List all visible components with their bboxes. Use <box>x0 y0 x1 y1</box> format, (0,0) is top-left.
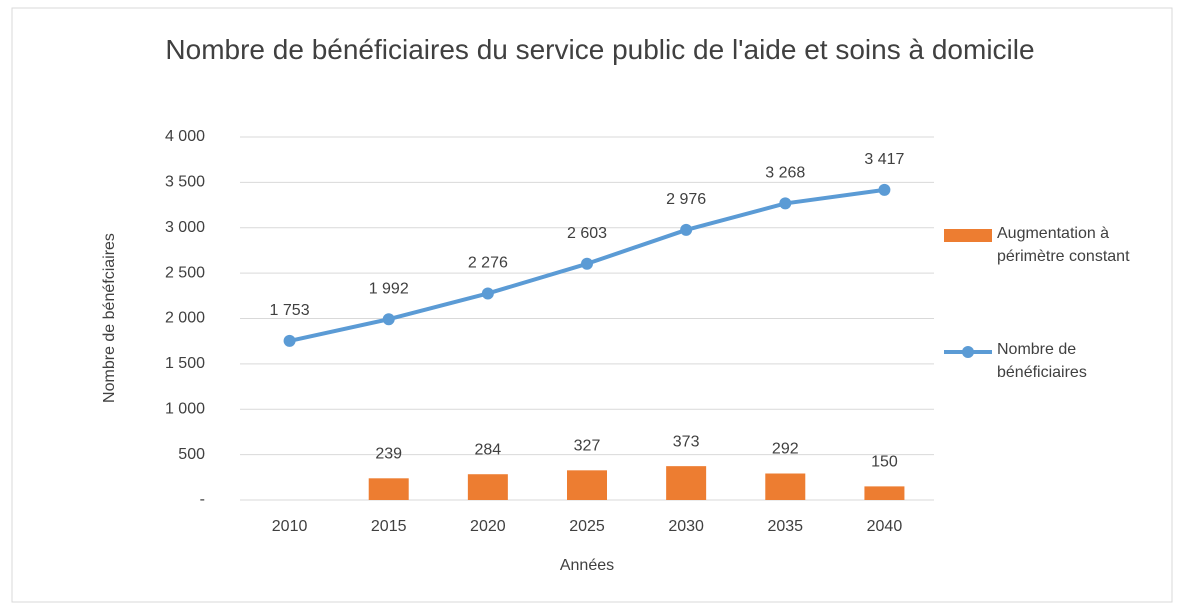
legend-swatch <box>962 346 974 358</box>
bar-label: 284 <box>475 441 502 458</box>
x-axis-label: Années <box>560 557 614 574</box>
data-label: 2 976 <box>666 191 706 208</box>
bar <box>467 474 508 500</box>
y-tick-label: 1 000 <box>165 400 205 417</box>
y-axis-label: Nombre de bénéfciaires <box>101 233 118 403</box>
marker <box>283 334 296 347</box>
data-label: 2 603 <box>567 225 607 242</box>
y-tick-label: 2 000 <box>165 310 205 327</box>
chart-title: Nombre de bénéficiaires du service publi… <box>165 34 1035 65</box>
marker <box>878 183 891 196</box>
bar-label: 150 <box>871 454 898 471</box>
bar-label: 292 <box>772 441 799 458</box>
y-tick-label: 500 <box>178 446 205 463</box>
bar <box>765 473 806 500</box>
y-tick-label: 4 000 <box>165 128 205 145</box>
bar-label: 327 <box>574 438 601 455</box>
y-tick-label: - <box>200 491 205 508</box>
bar <box>567 470 607 500</box>
marker <box>481 287 494 300</box>
legend-label: Nombre de bénéficiaires <box>997 341 1087 381</box>
data-label: 2 276 <box>468 255 508 272</box>
bar-label: 239 <box>375 446 402 463</box>
legend-label: Augmentation à périmètre constant <box>997 225 1130 265</box>
x-tick-label: 2010 <box>272 518 308 535</box>
marker <box>382 313 395 326</box>
x-tick-label: 2025 <box>569 518 605 535</box>
data-label: 1 992 <box>369 280 409 297</box>
x-tick-label: 2040 <box>867 518 903 535</box>
bar <box>368 478 409 500</box>
marker <box>680 223 693 236</box>
bar <box>864 486 905 500</box>
legend-swatch <box>944 229 992 242</box>
data-label: 1 753 <box>270 302 310 319</box>
y-tick-label: 1 500 <box>165 355 205 372</box>
y-tick-label: 2 500 <box>165 264 205 281</box>
y-tick-label: 3 500 <box>165 174 205 191</box>
x-tick-label: 2015 <box>371 518 407 535</box>
data-label: 3 268 <box>765 165 805 182</box>
x-tick-label: 2035 <box>767 518 803 535</box>
x-tick-label: 2030 <box>668 518 704 535</box>
marker <box>581 257 593 270</box>
x-tick-label: 2020 <box>470 518 506 535</box>
chart-border <box>11 7 1173 603</box>
marker <box>779 197 792 210</box>
data-label: 3 417 <box>864 151 904 168</box>
bar-label: 373 <box>673 433 700 450</box>
bar <box>666 466 707 500</box>
y-tick-label: 3 000 <box>165 219 205 236</box>
